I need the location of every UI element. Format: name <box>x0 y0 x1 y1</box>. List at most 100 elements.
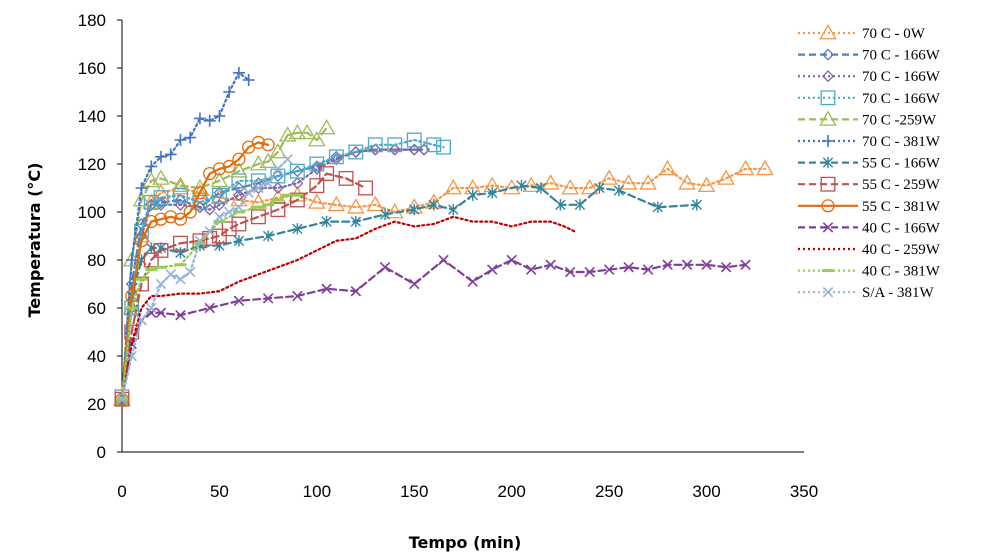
triangle-marker <box>171 176 190 192</box>
legend-entry: 40 C - 381W <box>798 264 941 280</box>
square-marker <box>436 139 451 155</box>
triangle-marker <box>600 169 618 185</box>
asterisk-marker <box>594 182 605 194</box>
triangle-marker <box>444 179 463 195</box>
triangle-marker <box>298 123 316 140</box>
y-tick-label: 20 <box>87 395 106 414</box>
triangle-marker <box>619 174 638 190</box>
plus-marker <box>135 182 148 194</box>
legend: 70 C - 0W 70 C - 166W 70 C - 166W 70 C - 16… <box>798 24 941 301</box>
asterisk-marker <box>409 203 420 216</box>
circle-marker <box>173 212 188 226</box>
triangle-marker <box>736 159 755 176</box>
x-marker <box>467 276 478 287</box>
x-marker <box>642 264 654 275</box>
x-marker <box>204 302 215 314</box>
x-marker <box>662 259 673 271</box>
square-marker <box>328 149 344 165</box>
x-marker <box>145 307 157 319</box>
x-marker <box>564 266 576 278</box>
triangle-marker <box>756 159 774 176</box>
legend-entry: 40 C - 166W <box>798 220 941 236</box>
x-tick-label: 300 <box>692 482 720 501</box>
x-marker <box>603 264 615 275</box>
legend-label: 70 C - 166W <box>862 48 941 64</box>
asterisk-marker <box>428 199 439 211</box>
diamond-marker <box>369 143 382 156</box>
asterisk-marker <box>555 199 566 211</box>
asterisk-marker <box>535 182 547 194</box>
diamond-marker <box>232 189 245 202</box>
triangle-marker <box>819 24 837 40</box>
y-tick-label: 60 <box>87 299 106 318</box>
triangle-marker <box>269 143 287 159</box>
legend-entry: 70 C - 166W <box>798 69 941 85</box>
square-marker <box>309 156 325 172</box>
x-marker <box>175 273 186 285</box>
square-marker <box>221 221 237 237</box>
triangle-marker <box>580 179 599 195</box>
x-marker <box>204 225 215 237</box>
x-marker <box>165 269 176 280</box>
square-marker <box>231 216 247 232</box>
x-marker <box>292 290 303 302</box>
diamond-marker <box>232 181 245 195</box>
series-layer <box>113 66 774 407</box>
x-marker <box>720 261 732 273</box>
legend-label: 55 C - 166W <box>862 156 941 172</box>
x-tick-label: 100 <box>303 482 331 501</box>
y-tick-label: 0 <box>97 443 106 462</box>
circle-marker <box>144 215 158 229</box>
diamond-marker <box>821 48 835 61</box>
x-marker <box>233 201 245 213</box>
square-marker <box>348 144 364 160</box>
asterisk-marker <box>574 199 586 211</box>
triangle-marker <box>308 193 326 209</box>
series-group <box>116 254 751 405</box>
circle-marker <box>222 159 236 173</box>
square-marker <box>270 202 286 218</box>
square-marker <box>426 137 442 153</box>
asterisk-marker <box>350 215 361 228</box>
x-marker <box>126 350 137 362</box>
square-marker <box>338 170 354 186</box>
x-marker <box>681 259 693 271</box>
x-tick-label: 150 <box>400 482 428 501</box>
legend-label: 40 C - 381W <box>862 264 941 280</box>
x-tick-label: 50 <box>210 482 229 501</box>
x-marker <box>272 163 284 175</box>
triangle-marker <box>561 179 579 195</box>
triangle-marker <box>717 169 735 185</box>
circle-marker <box>134 234 149 248</box>
plus-marker <box>193 112 206 125</box>
x-marker <box>409 278 420 290</box>
series-line <box>120 172 367 401</box>
triangle-marker <box>819 110 837 126</box>
legend-entry: 70 C -259W <box>798 110 937 128</box>
y-tick-label: 180 <box>78 11 106 30</box>
plus-marker <box>184 131 197 144</box>
diamond-marker <box>821 70 835 83</box>
square-marker <box>143 194 159 210</box>
triangle-marker <box>308 131 326 147</box>
square-marker <box>406 132 422 148</box>
y-tick-label: 100 <box>78 203 106 222</box>
x-tick-label: 350 <box>790 482 818 501</box>
series-line <box>120 141 270 401</box>
diamond-marker <box>193 201 206 214</box>
legend-entry: 70 C - 0W <box>798 24 926 42</box>
plus-marker <box>155 150 167 163</box>
legend-entry: 70 C - 166W <box>798 90 941 107</box>
square-marker <box>319 166 335 182</box>
y-tick-label: 140 <box>78 107 106 126</box>
x-marker <box>379 261 391 273</box>
y-tick-label: 160 <box>78 59 106 78</box>
triangle-marker <box>132 191 151 207</box>
series-group <box>115 143 431 406</box>
triangle-marker <box>366 195 385 212</box>
x-marker <box>321 283 332 295</box>
y-tick-label: 80 <box>87 251 106 270</box>
legend-label: 70 C - 0W <box>862 26 926 42</box>
circle-marker <box>251 135 265 149</box>
